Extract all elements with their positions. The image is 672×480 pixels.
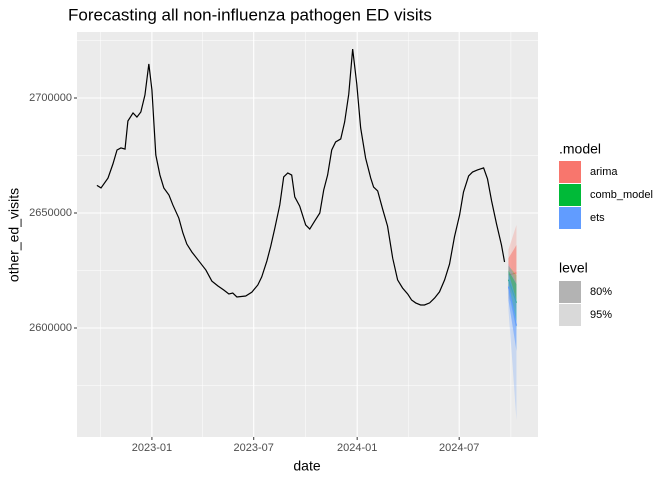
legend-swatch: [559, 161, 581, 183]
x-tick-label: 2024-01: [337, 442, 377, 454]
chart-title: Forecasting all non-influenza pathogen E…: [68, 5, 432, 24]
legend-label: 80%: [590, 286, 612, 298]
plot-panel: [77, 32, 538, 437]
legend-swatch: [559, 184, 581, 206]
legend-swatch: [559, 207, 581, 229]
y-tick-label: 2600000: [29, 322, 72, 334]
y-tick-label: 2650000: [29, 207, 72, 219]
legend-label: comb_model: [590, 189, 653, 201]
legend-title: level: [559, 260, 588, 276]
x-axis-title: date: [293, 458, 320, 474]
x-tick-label: 2024-07: [439, 442, 479, 454]
y-tick-label: 2700000: [29, 92, 72, 104]
legend-swatch: [559, 281, 581, 303]
legend-title: .model: [559, 141, 601, 157]
y-axis-title: other_ed_visits: [6, 188, 22, 282]
legend-label: ets: [590, 212, 605, 224]
interval-band: [508, 272, 517, 351]
x-tick-label: 2023-07: [234, 442, 274, 454]
x-tick-label: 2023-01: [132, 442, 172, 454]
legend-label: 95%: [590, 309, 612, 321]
legend-swatch: [559, 304, 581, 326]
legend-label: arima: [590, 166, 618, 178]
history-line: [96, 48, 506, 306]
forecast-line: [507, 286, 518, 326]
